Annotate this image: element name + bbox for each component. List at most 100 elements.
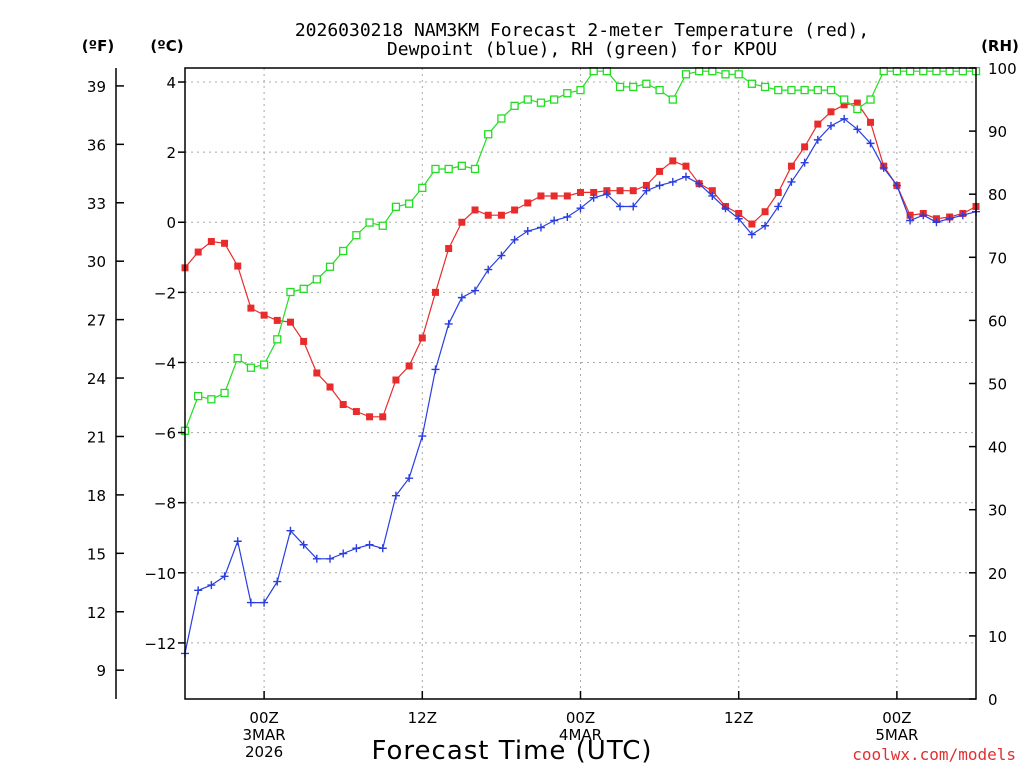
temperature-point <box>774 188 782 196</box>
rh-point <box>787 85 796 95</box>
temperature-point <box>352 408 360 416</box>
rh-point <box>853 104 862 114</box>
temperature-point <box>537 192 545 200</box>
dewpoint-point <box>747 230 756 239</box>
rh-point <box>655 85 664 95</box>
time-tick-label: 12Z <box>408 709 437 727</box>
rh-point <box>523 95 532 104</box>
celsius-tick-label: −2 <box>154 284 176 302</box>
rh-point <box>444 164 453 174</box>
dewpoint-point <box>932 218 941 227</box>
fahrenheit-tick-label: 39 <box>87 78 106 96</box>
dewpoint-point <box>312 554 321 563</box>
fahrenheit-tick-label: 36 <box>87 136 106 154</box>
temperature-point <box>682 162 690 170</box>
celsius-tick-label: −4 <box>154 354 176 372</box>
dewpoint-point <box>339 549 348 558</box>
dewpoint-point <box>484 265 493 274</box>
temperature-point <box>221 239 229 247</box>
temperature-point <box>194 248 202 256</box>
time-tick-label: 5MAR <box>875 726 918 744</box>
fahrenheit-tick-label: 24 <box>87 370 106 388</box>
rh-point <box>813 85 822 95</box>
temperature-point <box>550 192 558 200</box>
rh-tick-label: 50 <box>988 376 1007 394</box>
temperature-point <box>867 118 875 126</box>
temperature-point <box>366 413 374 421</box>
dewpoint-point <box>246 598 255 607</box>
temperature-point <box>906 211 914 219</box>
fahrenheit-tick-label: 30 <box>87 253 106 271</box>
celsius-tick-label: 0 <box>166 214 176 232</box>
rh-axis: 0 10 20 30 40 50 60 70 80 90 100 <box>969 60 1017 709</box>
time-tick-label: 00Z <box>249 709 278 727</box>
celsius-axis: −12 −10 −8 −6 −4 −2 0 2 4 <box>144 74 185 653</box>
rh-point <box>286 287 295 297</box>
rh-point <box>352 231 361 240</box>
rh-point <box>629 82 638 92</box>
dewpoint-point <box>866 139 875 148</box>
dewpoint-point <box>906 216 915 225</box>
time-tick-label: 12Z <box>724 709 753 727</box>
dewpoint-point <box>523 227 532 236</box>
dewpoint-point <box>299 540 308 549</box>
temperature-point <box>787 162 795 170</box>
temperature-point <box>273 316 281 324</box>
temperature-point <box>524 199 532 207</box>
rh-tick-label: 100 <box>988 60 1017 78</box>
temperature-series <box>181 99 980 421</box>
rh-point <box>339 246 348 256</box>
rh-tick-label: 70 <box>988 249 1007 267</box>
dewpoint-point <box>563 212 572 221</box>
dewpoint-point <box>642 186 651 195</box>
rh-tick-label: 90 <box>988 123 1007 141</box>
temperature-point <box>313 369 321 377</box>
dewpoint-point <box>207 581 216 590</box>
dewpoint-point <box>457 293 466 302</box>
celsius-tick-label: −6 <box>154 425 176 443</box>
dewpoint-point <box>826 121 835 130</box>
rh-tick-label: 60 <box>988 312 1007 330</box>
rh-point <box>497 114 506 123</box>
dewpoint-point <box>365 540 374 549</box>
celsius-tick-label: −12 <box>144 635 176 653</box>
rh-tick-label: 10 <box>988 628 1007 646</box>
gridlines <box>185 68 976 699</box>
fahrenheit-tick-label: 27 <box>87 312 106 330</box>
temperature-point <box>431 288 439 296</box>
dewpoint-point <box>655 181 664 190</box>
temperature-point <box>286 318 294 326</box>
rh-point <box>404 199 414 208</box>
rh-point <box>721 70 730 79</box>
time-tick-label: 2026 <box>245 743 283 761</box>
temperature-point <box>511 206 519 214</box>
fahrenheit-tick-label: 15 <box>87 545 106 563</box>
temperature-point <box>577 188 584 196</box>
rh-point <box>536 98 546 107</box>
rh-point <box>259 360 269 369</box>
dewpoint-point <box>391 491 400 500</box>
dewpoint-point <box>589 193 598 202</box>
rh-point <box>840 95 849 104</box>
dewpoint-point <box>471 286 480 295</box>
dewpoint-point <box>431 365 440 374</box>
temperature-point <box>590 188 598 196</box>
rh-tick-label: 20 <box>988 565 1007 583</box>
rh-tick-label: 30 <box>988 502 1007 520</box>
rh-point <box>563 89 572 98</box>
temperature-point <box>656 167 664 175</box>
dewpoint-point <box>879 163 888 172</box>
temperature-point <box>207 238 215 246</box>
rh-point <box>866 95 875 104</box>
dewpoint-point <box>286 526 295 535</box>
temperature-point <box>326 383 334 391</box>
temperature-point <box>853 99 861 107</box>
rh-series <box>180 67 981 435</box>
rh-point <box>418 183 427 193</box>
dewpoint-point <box>681 172 690 181</box>
dewpoint-point <box>510 235 519 244</box>
temperature-point <box>392 376 400 384</box>
temperature-point <box>339 401 347 409</box>
